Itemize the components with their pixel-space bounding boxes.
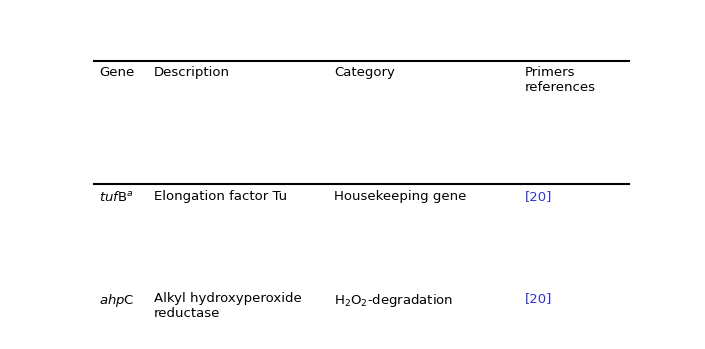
Text: Elongation factor Tu: Elongation factor Tu (154, 190, 287, 203)
Text: Alkyl hydroxyperoxide
reductase: Alkyl hydroxyperoxide reductase (154, 292, 302, 320)
Text: Primers
references: Primers references (525, 66, 596, 94)
Text: $\mathit{tuf}$B$^a$: $\mathit{tuf}$B$^a$ (99, 190, 133, 204)
Text: $\mathit{ahp}$C: $\mathit{ahp}$C (99, 292, 135, 309)
Text: [20]: [20] (525, 190, 553, 203)
Text: Category: Category (334, 66, 395, 79)
Text: H$_2$O$_2$-degradation: H$_2$O$_2$-degradation (334, 292, 453, 309)
Text: Description: Description (154, 66, 230, 79)
Text: [20]: [20] (525, 292, 553, 305)
Text: Housekeeping gene: Housekeeping gene (334, 190, 467, 203)
Text: Gene: Gene (99, 66, 135, 79)
